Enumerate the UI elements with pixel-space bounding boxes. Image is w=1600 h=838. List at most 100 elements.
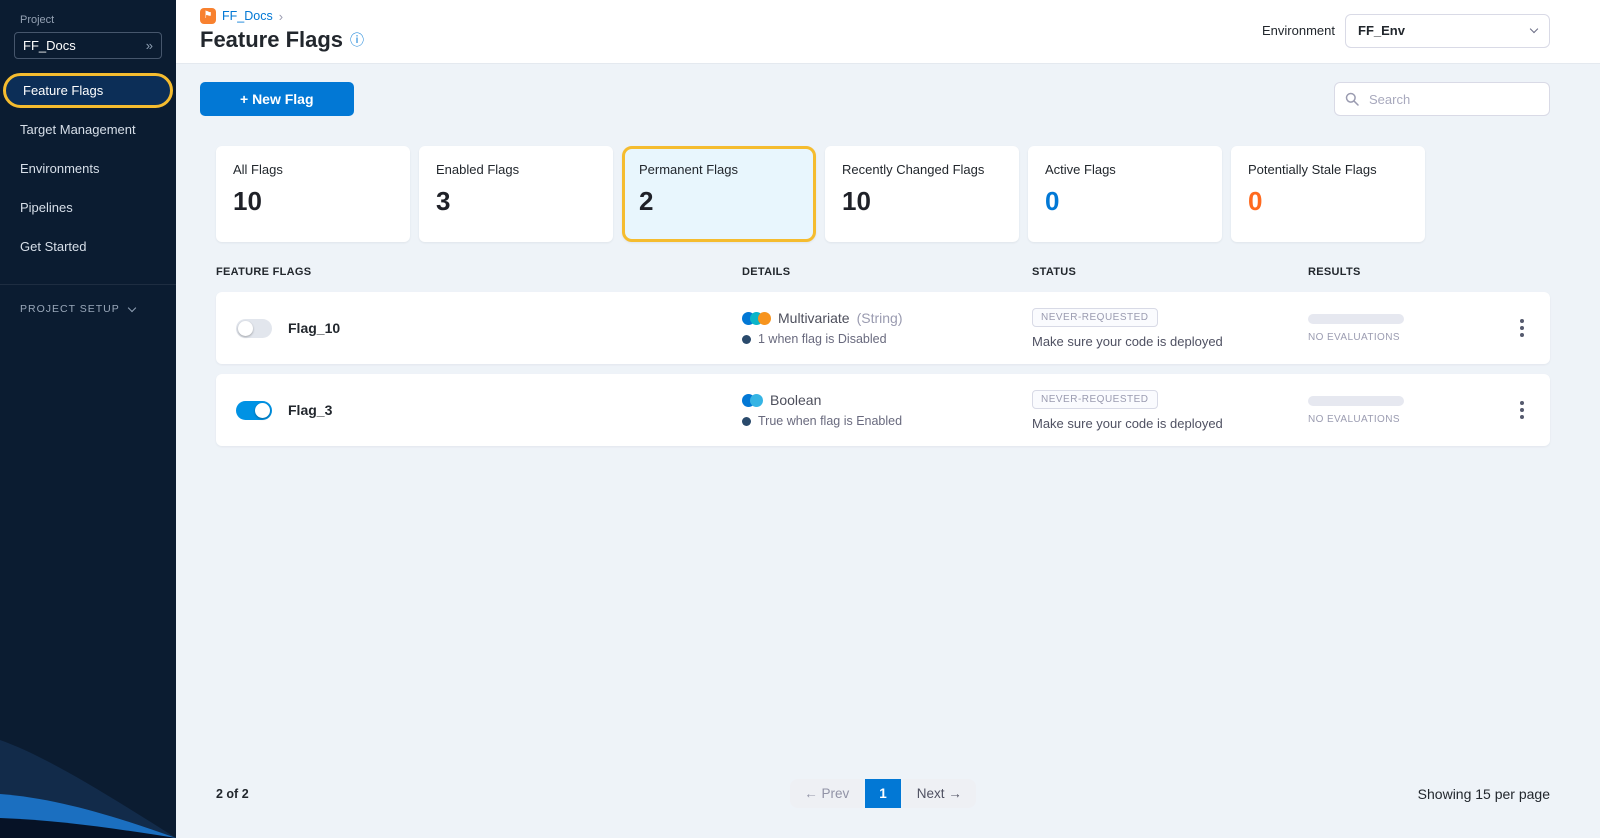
status-badge: NEVER-REQUESTED: [1032, 389, 1158, 409]
page-header: ⚑ FF_Docs › Feature Flags ⓘ Environment …: [176, 0, 1600, 64]
page-footer: 2 of 2 ← Prev 1 Next → Showing 15 per pa…: [176, 759, 1600, 838]
table-row: Flag_10 Multivariate (String): [216, 292, 1550, 364]
sidebar-decoration: [0, 740, 176, 838]
next-page-button[interactable]: Next →: [902, 779, 976, 808]
more-options-icon[interactable]: [1516, 397, 1528, 423]
feature-flags-logo-icon: ⚑: [200, 8, 216, 24]
environment-select[interactable]: FF_Env: [1345, 13, 1550, 48]
stat-label: Permanent Flags: [639, 162, 738, 177]
stat-value: 0: [1045, 186, 1060, 216]
status-badge: NEVER-REQUESTED: [1032, 307, 1158, 327]
prev-page-button[interactable]: ← Prev: [790, 779, 864, 808]
flag-cell: Flag_3: [216, 400, 742, 420]
search-input[interactable]: [1334, 82, 1550, 116]
sidebar-item-get-started[interactable]: Get Started: [20, 239, 87, 254]
flags-table: Flag_10 Multivariate (String): [216, 292, 1550, 446]
status-cell: NEVER-REQUESTED Make sure your code is d…: [1032, 389, 1308, 431]
project-setup-toggle[interactable]: PROJECT SETUP: [0, 284, 176, 333]
variation-line: True when flag is Enabled: [742, 414, 1032, 428]
breadcrumb-separator-icon: ›: [278, 8, 284, 24]
status-cell: NEVER-REQUESTED Make sure your code is d…: [1032, 307, 1308, 349]
evaluations-bar: [1308, 395, 1404, 406]
info-icon[interactable]: ⓘ: [350, 32, 365, 48]
stat-card-recently-changed-flags[interactable]: Recently Changed Flags 10: [825, 146, 1019, 242]
flag-cell: Flag_10: [216, 318, 742, 338]
variation-note: True when flag is Enabled: [758, 414, 903, 428]
sidebar-item-environments[interactable]: Environments: [20, 161, 100, 176]
stat-value: 3: [436, 186, 451, 216]
evaluations-note: NO EVALUATIONS: [1308, 413, 1400, 425]
stat-card-active-flags[interactable]: Active Flags 0: [1028, 146, 1222, 242]
evaluations-note: NO EVALUATIONS: [1308, 331, 1400, 343]
project-name: FF_Docs: [23, 38, 76, 53]
multivariate-icon: [742, 311, 771, 325]
details-cell: Multivariate (String) 1 when flag is Dis…: [742, 310, 1032, 346]
pagination: ← Prev 1 Next →: [790, 779, 976, 808]
flag-type-line: Multivariate (String): [742, 310, 1032, 326]
flag-name[interactable]: Flag_3: [288, 402, 333, 418]
current-page-button[interactable]: 1: [865, 779, 901, 808]
flag-type: Boolean: [770, 392, 822, 408]
flag-type-line: Boolean: [742, 392, 1032, 408]
project-setup-label: PROJECT SETUP: [20, 303, 120, 315]
stat-card-enabled-flags[interactable]: Enabled Flags 3: [419, 146, 613, 242]
stat-value: 10: [233, 186, 262, 216]
new-flag-button[interactable]: + New Flag: [200, 82, 354, 116]
stat-label: Recently Changed Flags: [842, 162, 985, 177]
per-page-note: Showing 15 per page: [1417, 785, 1550, 802]
search-wrap: [1334, 82, 1550, 116]
chevron-down-icon: [127, 303, 136, 312]
variation-bullet-icon: [742, 416, 751, 426]
breadcrumb-project-link[interactable]: FF_Docs: [222, 9, 273, 23]
stat-label: Active Flags: [1045, 162, 1116, 177]
toolbar: + New Flag: [200, 82, 1550, 116]
search-icon: [1345, 92, 1359, 106]
stat-card-all-flags[interactable]: All Flags 10: [216, 146, 410, 242]
variation-note: 1 when flag is Disabled: [758, 332, 887, 346]
environment-block: Environment FF_Env: [1262, 13, 1550, 48]
results-cell: NO EVALUATIONS: [1308, 395, 1494, 425]
sidebar-item-feature-flags[interactable]: Feature Flags: [3, 73, 173, 108]
sidebar-nav: Feature Flags Target Management Environm…: [0, 73, 176, 266]
column-header-results: RESULTS: [1308, 266, 1361, 278]
variation-dot: [750, 393, 763, 407]
flag-name[interactable]: Flag_10: [288, 320, 341, 336]
stat-value: 0: [1248, 186, 1263, 216]
evaluations-bar: [1308, 313, 1404, 324]
table-header-row: FEATURE FLAGS DETAILS STATUS RESULTS: [216, 266, 1550, 278]
details-cell: Boolean True when flag is Enabled: [742, 392, 1032, 428]
flag-toggle[interactable]: [236, 318, 272, 338]
header-left: ⚑ FF_Docs › Feature Flags ⓘ: [200, 8, 364, 53]
variation-dot: [758, 311, 771, 325]
stat-card-potentially-stale-flags[interactable]: Potentially Stale Flags 0: [1231, 146, 1425, 242]
status-note: Make sure your code is deployed: [1032, 333, 1223, 349]
flag-type: Multivariate: [778, 310, 850, 326]
environment-value: FF_Env: [1358, 23, 1405, 38]
actions-cell: [1494, 315, 1550, 341]
breadcrumb: ⚑ FF_Docs ›: [200, 8, 364, 24]
toggle-knob: [238, 320, 253, 336]
flag-toggle[interactable]: [236, 400, 272, 420]
project-selector[interactable]: FF_Docs »: [14, 32, 162, 59]
stat-card-permanent-flags[interactable]: Permanent Flags 2: [622, 146, 816, 242]
row-count: 2 of 2: [216, 786, 249, 801]
sidebar-item-pipelines[interactable]: Pipelines: [20, 200, 73, 215]
chevron-down-icon: [1529, 24, 1539, 34]
column-header-feature-flags: FEATURE FLAGS: [216, 266, 312, 278]
column-header-details: DETAILS: [742, 266, 791, 278]
boolean-icon: [742, 393, 763, 407]
stat-label: Enabled Flags: [436, 162, 520, 177]
sidebar-item-target-management[interactable]: Target Management: [20, 122, 136, 137]
results-cell: NO EVALUATIONS: [1308, 313, 1494, 343]
page-title: Feature Flags: [200, 27, 344, 52]
title-row: Feature Flags ⓘ: [200, 27, 364, 53]
collapse-icon[interactable]: »: [145, 38, 153, 53]
variation-bullet-icon: [742, 334, 751, 344]
actions-cell: [1494, 397, 1550, 423]
column-header-status: STATUS: [1032, 266, 1077, 278]
stat-value: 2: [639, 186, 654, 216]
more-options-icon[interactable]: [1516, 315, 1528, 341]
table-row: Flag_3 Boolean True when flag is Enabled: [216, 374, 1550, 446]
sidebar: Project FF_Docs » Feature Flags Target M…: [0, 0, 176, 838]
